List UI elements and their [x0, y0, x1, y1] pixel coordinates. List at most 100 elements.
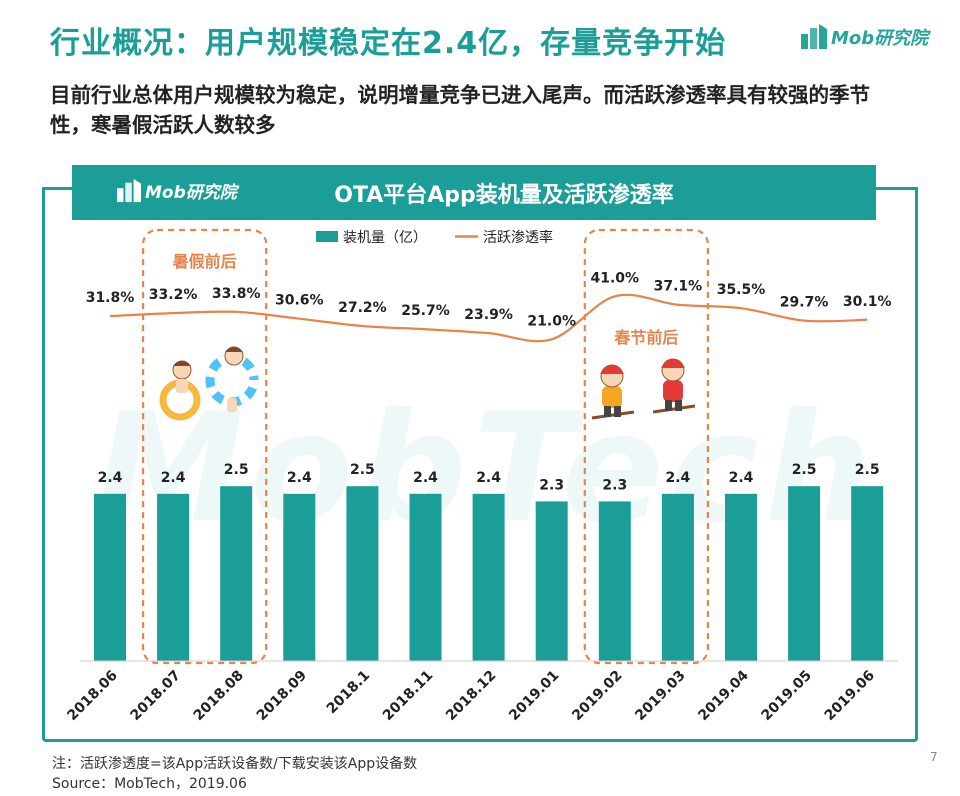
- chart-frame-top-right: [876, 187, 918, 190]
- bar: [725, 493, 757, 661]
- bar: [94, 493, 126, 661]
- bar: [220, 486, 253, 661]
- x-axis: 2018.06 2018.07 2018.08 2018.09 2018.1 2018.1…: [64, 660, 898, 724]
- legend: 装机量（亿） 活跃渗透率: [316, 229, 553, 246]
- chart-frame-top-left: [42, 187, 72, 190]
- line-data-label: 31.8%: [86, 290, 135, 306]
- line-path: [109, 293, 868, 343]
- kid-coat-icon: [663, 380, 683, 402]
- x-tick-label: 2019.04: [695, 667, 752, 724]
- kid-hair-icon: [225, 347, 243, 352]
- line-data-label: 25.7%: [401, 303, 450, 319]
- bar-data-label: 2.4: [476, 470, 501, 486]
- bar-data-label: 2.4: [98, 470, 123, 486]
- banner-logo-text: Mob研究院: [145, 183, 237, 203]
- bar-data-label: 2.5: [350, 462, 375, 478]
- annotation-box: 暑假前后: [142, 228, 268, 665]
- footnote-source: Source：MobTech，2019.06: [52, 776, 247, 792]
- x-tick-label: 2019.06: [822, 668, 878, 724]
- legend-line-label: 活跃渗透率: [483, 229, 553, 246]
- line-data-label: 33.2%: [149, 287, 198, 303]
- x-tick-label: 2018.11: [380, 668, 436, 724]
- x-tick-label: 2019.03: [632, 668, 688, 724]
- kid-hat-icon: [661, 359, 685, 368]
- swim-illustration: [159, 360, 201, 421]
- bar: [851, 486, 884, 661]
- x-tick-label: 2019.02: [569, 668, 625, 724]
- ski-illustration: [591, 356, 635, 420]
- kid-coat-icon: [602, 386, 622, 408]
- footnote: 注：活跃渗透度=该App活跃设备数/下载安装该App设备数 Source：Mob…: [52, 754, 417, 794]
- bar: [409, 493, 442, 661]
- bar: [157, 493, 190, 661]
- mob-logo-icon: [801, 24, 827, 49]
- bar: [283, 493, 316, 661]
- annotation-border: [142, 228, 268, 665]
- line-series: 31.8% 33.2% 33.8% 30.6% 27.2% 25.7% 23.9% 21.0%…: [86, 270, 892, 343]
- hat-pom-icon: [669, 350, 677, 358]
- mob-logo: Mob研究院: [800, 22, 928, 52]
- line-data-label: 23.9%: [464, 307, 513, 323]
- line-data-label: 30.1%: [843, 294, 892, 310]
- ski-illustration: [652, 350, 696, 414]
- legend-bar-swatch: [316, 231, 338, 242]
- ski-icon: [591, 410, 635, 420]
- kid-leg-icon: [675, 400, 682, 411]
- bar: [346, 486, 379, 661]
- line-data-label: 41.0%: [591, 270, 640, 286]
- bar-series: 2.4 2.4 2.5 2.4 2.5 2.4 2.4 2.3 2.3 2.4 2.4 2.5 2.5: [94, 462, 884, 661]
- line-data-label: 37.1%: [654, 279, 703, 295]
- bar-data-label: 2.3: [539, 477, 564, 493]
- kid-leg-icon: [665, 400, 672, 411]
- kid-leg-icon: [614, 406, 621, 417]
- x-tick-label: 2018.07: [128, 668, 184, 724]
- legend-bar-label: 装机量（亿）: [343, 230, 427, 246]
- chart-banner: Mob研究院 OTA平台App装机量及活跃渗透率: [72, 165, 876, 220]
- hat-pom-icon: [608, 356, 616, 364]
- line-data-label: 30.6%: [275, 293, 324, 309]
- line-data-label: 29.7%: [780, 295, 829, 311]
- mob-logo-icon: [117, 178, 141, 202]
- bar-data-label: 2.5: [855, 462, 880, 478]
- annotation-border: [583, 228, 709, 665]
- kid-hair-icon: [173, 361, 191, 366]
- annotation-label: 春节前后: [613, 328, 678, 347]
- kid-hat-icon: [600, 365, 624, 374]
- banner-logo: Mob研究院: [116, 178, 237, 203]
- annotation-label: 暑假前后: [172, 252, 237, 271]
- kid-body-icon: [176, 379, 188, 393]
- chart-title: OTA平台App装机量及活跃渗透率: [334, 183, 674, 208]
- bar-data-label: 2.5: [792, 462, 817, 478]
- ski-icon: [652, 404, 696, 414]
- line-data-label: 33.8%: [212, 286, 261, 302]
- line-data-label: 27.2%: [338, 300, 387, 316]
- bar-data-label: 2.4: [161, 470, 186, 486]
- bar-data-label: 2.4: [287, 470, 312, 486]
- x-tick-label: 2018.1: [324, 668, 374, 718]
- swim-ring-stripes-icon: [205, 353, 259, 407]
- chart-frame: [42, 187, 918, 742]
- bar-data-label: 2.4: [665, 470, 690, 486]
- x-tick-label: 2018.08: [191, 668, 247, 724]
- x-tick-label: 2018.12: [443, 668, 499, 724]
- page-title: 行业概况：用户规模稳定在2.4亿，存量竞争开始: [50, 26, 727, 61]
- bar-data-label: 2.3: [602, 477, 627, 493]
- bar-data-label: 2.5: [224, 462, 249, 478]
- logo-text: Mob研究院: [831, 28, 929, 49]
- bar: [788, 486, 821, 661]
- annotation-box: 春节前后: [583, 228, 709, 665]
- bar-data-label: 2.4: [729, 470, 754, 486]
- bar-data-label: 2.4: [413, 470, 438, 486]
- bar: [535, 501, 568, 661]
- x-tick-label: 2019.01: [506, 668, 562, 724]
- bar: [661, 493, 694, 661]
- page-subtitle: 目前行业总体用户规模较为稳定，说明增量竞争已进入尾声。而活跃渗透率具有较强的季节…: [50, 83, 870, 137]
- line-data-label: 35.5%: [717, 282, 766, 298]
- bar: [598, 501, 631, 661]
- page-number: 7: [930, 750, 938, 764]
- bar: [472, 493, 505, 661]
- footnote-note: 注：活跃渗透度=该App活跃设备数/下载安装该App设备数: [52, 756, 418, 772]
- kid-leg-icon: [604, 406, 611, 417]
